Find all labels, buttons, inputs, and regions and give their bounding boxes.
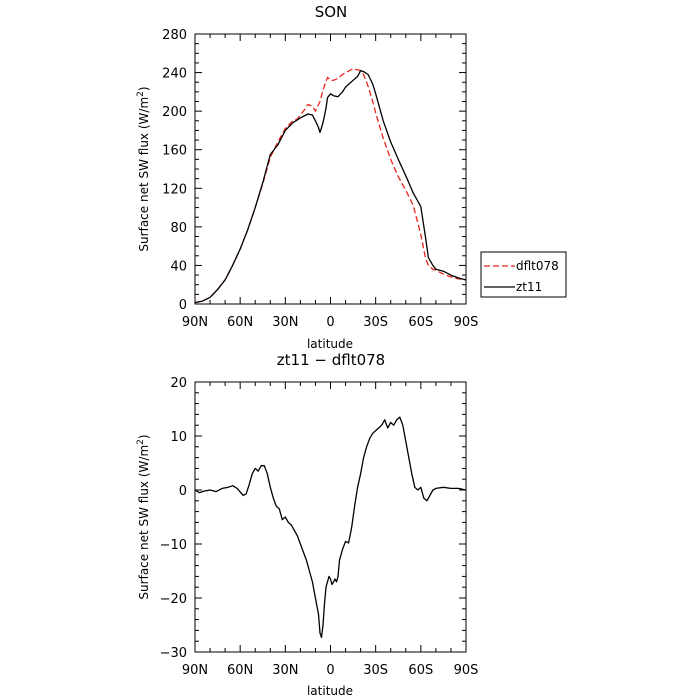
bottom-x-tick-label: 0 (326, 663, 334, 678)
bottom-x-tick-label: 30N (272, 663, 298, 678)
top-y-tick-label: 80 (170, 221, 187, 236)
top-chart-title: SON (315, 3, 348, 21)
bottom-y-tick-label: 10 (170, 430, 187, 445)
top-y-tick-label: 240 (162, 67, 187, 82)
bottom-x-tick-label: 60S (408, 663, 433, 678)
legend: dflt078 zt11 (480, 251, 567, 298)
bottom-y-tick-label: 0 (179, 484, 187, 499)
bottom-x-axis-label: latitude (307, 684, 353, 698)
top-chart-series (194, 68, 467, 304)
legend-box (480, 251, 567, 298)
top-y-tick-label: 280 (162, 28, 187, 43)
bottom-y-tick-label: −10 (160, 538, 187, 553)
top-x-axis-label: latitude (307, 337, 353, 351)
top-x-tick-label: 30N (272, 315, 298, 330)
top-plot-frame (194, 33, 467, 305)
top-x-tick-label: 60N (227, 315, 253, 330)
top-x-tick-label: 90N (182, 315, 208, 330)
bottom-x-tick-label: 90N (182, 663, 208, 678)
legend-label-zt11: zt11 (516, 280, 542, 294)
bottom-x-tick-label: 60N (227, 663, 253, 678)
bottom-panel: zt11 − dflt078 90N 60N 30N 0 30S 60S 90S −30 −20… (136, 351, 478, 698)
top-x-tick-label: 30S (363, 315, 388, 330)
top-y-axis-label: Surface net SW flux (W/m2) (136, 86, 151, 251)
bottom-x-tick-label: 90S (454, 663, 479, 678)
top-panel: SON 90N 60N 30N 0 30S 60S 90S 0 40 80 120 160 200 240… (136, 3, 567, 351)
top-series-line-zt11 (194, 69, 467, 304)
bottom-chart-title: zt11 − dflt078 (277, 351, 385, 369)
top-y-tick-label: 0 (179, 298, 187, 313)
bottom-x-tick-label: 30S (363, 663, 388, 678)
top-y-tick-label: 40 (170, 259, 187, 274)
legend-label-dflt078: dflt078 (516, 259, 559, 273)
bottom-chart-series (194, 416, 467, 639)
bottom-y-axis-label: Surface net SW flux (W/m2) (136, 434, 151, 599)
bottom-plot-frame (194, 381, 467, 653)
top-y-tick-label: 160 (162, 144, 187, 159)
bottom-chart-ticks: 90N 60N 30N 0 30S 60S 90S −30 −20 −10 0 10 20 (160, 376, 479, 678)
top-series-line-dflt078 (194, 68, 467, 304)
top-x-tick-label: 90S (454, 315, 479, 330)
top-x-tick-label: 0 (326, 315, 334, 330)
top-x-tick-label: 60S (408, 315, 433, 330)
top-y-tick-label: 200 (162, 105, 187, 120)
bottom-y-tick-label: 20 (170, 376, 187, 391)
top-chart-ticks: 90N 60N 30N 0 30S 60S 90S 0 40 80 120 160 200 240 280 (162, 28, 478, 330)
bottom-y-tick-label: −20 (160, 592, 187, 607)
bottom-series-line-series-0 (194, 416, 467, 639)
top-y-tick-label: 120 (162, 182, 187, 197)
bottom-y-tick-label: −30 (160, 646, 187, 661)
